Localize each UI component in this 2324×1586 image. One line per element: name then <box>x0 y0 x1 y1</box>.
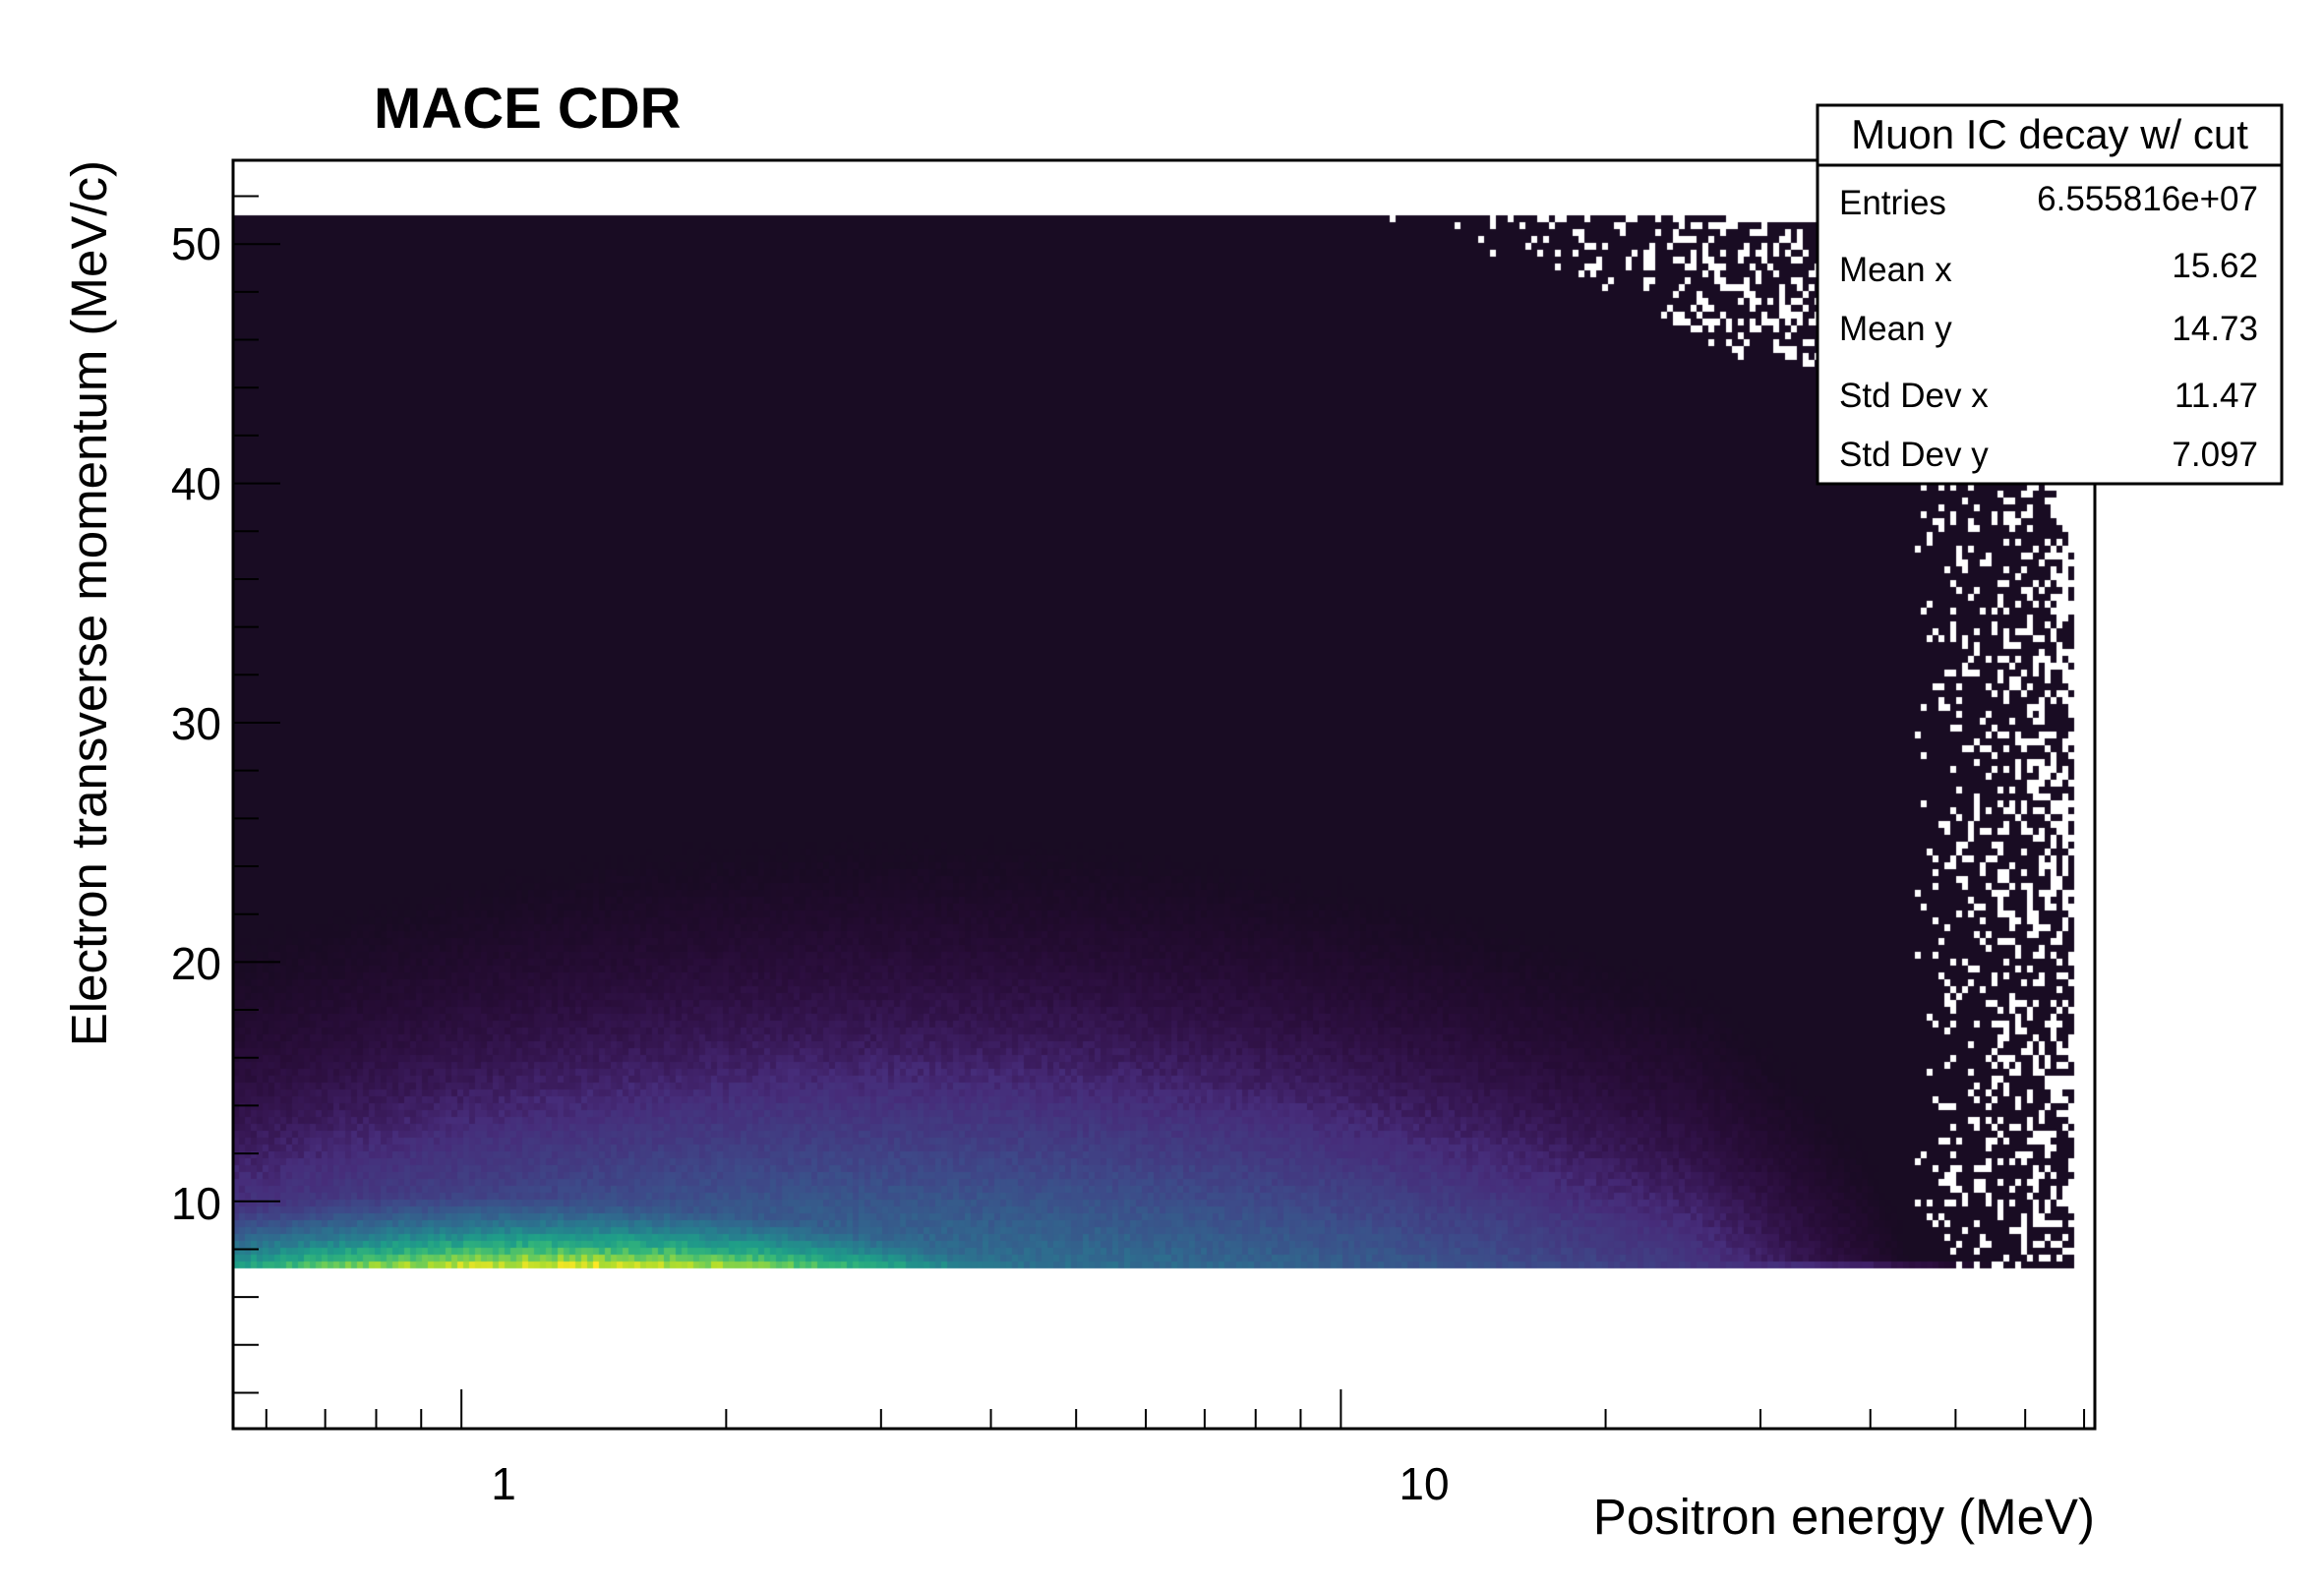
y-tick-label: 30 <box>171 698 221 749</box>
plot-frame <box>231 158 2097 1431</box>
x-axis-label: Positron energy (MeV) <box>1593 1489 2095 1545</box>
y-tick-label: 20 <box>171 938 221 989</box>
stats-label-mean-y: Mean y <box>1839 310 1952 348</box>
x-tick-label: 1 <box>491 1458 516 1509</box>
y-tick-labels: 10 20 30 40 50 <box>171 218 221 1229</box>
heatmap-image <box>233 160 2095 1429</box>
y-tick-label: 40 <box>171 458 221 509</box>
y-axis-label: Electron transverse momentum (MeV/c) <box>61 160 117 1046</box>
heatmap <box>233 160 2095 1429</box>
x-tick-labels: 1 10 <box>491 1458 1449 1509</box>
y-axis-ticks <box>233 195 280 1394</box>
x-axis-ticks <box>265 1389 2086 1429</box>
stats-label-entries: Entries <box>1839 184 1946 222</box>
stats-value-mean-y: 14.73 <box>2172 310 2258 348</box>
stats-label-std-dev-y: Std Dev y <box>1839 436 1989 474</box>
stats-value-entries: 6.555816e+07 <box>2037 180 2258 218</box>
y-tick-label: 10 <box>171 1178 221 1229</box>
chart-title: MACE CDR <box>374 77 682 141</box>
stats-value-mean-x: 15.62 <box>2172 247 2258 285</box>
stats-box: Muon IC decay w/ cut Entries 6.555816e+0… <box>1816 103 2284 486</box>
stats-value-std-dev-y: 7.097 <box>2172 436 2258 474</box>
stats-label-mean-x: Mean x <box>1839 251 1952 289</box>
stats-box-frame <box>1816 103 2284 486</box>
y-tick-label: 50 <box>171 218 221 269</box>
stats-value-std-dev-x: 11.47 <box>2175 377 2258 415</box>
stats-label-std-dev-x: Std Dev x <box>1839 377 1989 415</box>
x-tick-label: 10 <box>1399 1458 1449 1509</box>
stats-title: Muon IC decay w/ cut <box>1851 111 2248 157</box>
